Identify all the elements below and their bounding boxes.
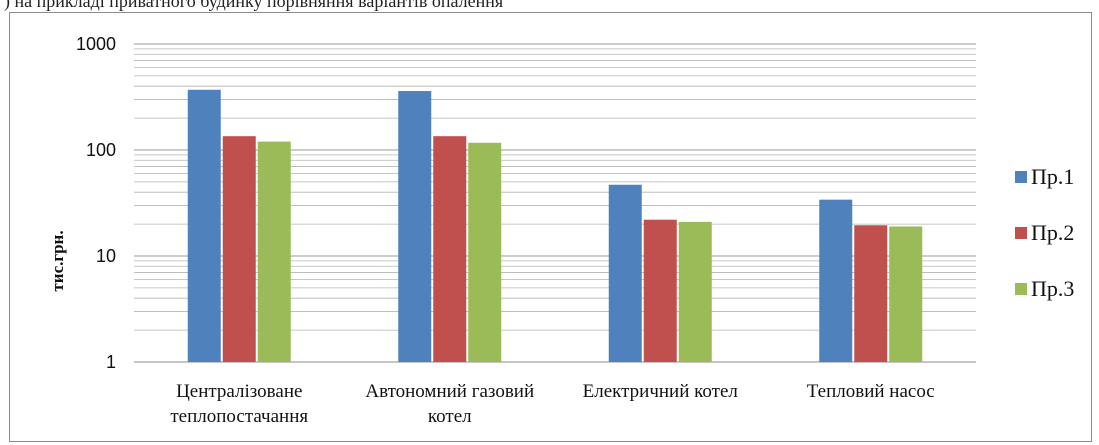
y-tick-label: 1000 bbox=[76, 34, 116, 54]
legend-label: Пр.1 bbox=[1031, 164, 1074, 189]
category-label: Централізоване bbox=[176, 381, 302, 402]
y-axis-label: тис.грн. bbox=[48, 230, 67, 291]
legend: Пр.1 Пр.2 Пр.3 bbox=[1015, 164, 1074, 301]
chart: 1 10 100 1000 Централізоване теплопостачання… bbox=[48, 34, 1074, 427]
y-tick-label: 100 bbox=[86, 140, 116, 160]
caption-fragment: ) на прикладі приватного будинку порівня… bbox=[0, 0, 1099, 14]
category-label: Тепловий насос bbox=[807, 381, 935, 402]
bar-2-1 bbox=[222, 136, 256, 362]
bar-1-4 bbox=[819, 199, 853, 362]
caption-fragment-text: ) на прикладі приватного будинку порівня… bbox=[4, 0, 504, 11]
bars bbox=[187, 89, 923, 363]
category-labels: Централізоване теплопостачання Автономний … bbox=[170, 381, 934, 427]
chart-area: 1 10 100 1000 Централізоване теплопостачання… bbox=[9, 12, 1092, 442]
bar-1-1 bbox=[187, 89, 221, 362]
category-label: котел bbox=[428, 406, 472, 427]
bar-1-3 bbox=[608, 184, 642, 362]
legend-label: Пр.3 bbox=[1031, 276, 1074, 301]
bar-1-2 bbox=[398, 91, 432, 363]
bar-2-2 bbox=[433, 136, 467, 362]
bar-3-4 bbox=[889, 226, 923, 362]
bar-3-1 bbox=[257, 141, 291, 362]
y-tick-labels: 1 10 100 1000 bbox=[76, 34, 116, 372]
legend-swatch bbox=[1015, 171, 1027, 183]
bar-2-4 bbox=[854, 225, 888, 362]
category-label: Автономний газовий bbox=[365, 381, 534, 402]
bar-3-2 bbox=[468, 142, 502, 362]
y-tick-label: 10 bbox=[96, 246, 116, 266]
legend-swatch bbox=[1015, 283, 1027, 295]
category-label: теплопостачання bbox=[170, 406, 308, 427]
category-label: Електричний котел bbox=[583, 381, 739, 402]
bar-3-3 bbox=[678, 221, 712, 362]
legend-label: Пр.2 bbox=[1031, 220, 1074, 245]
legend-swatch bbox=[1015, 227, 1027, 239]
bar-2-3 bbox=[643, 219, 677, 362]
y-tick-label: 1 bbox=[106, 352, 116, 372]
